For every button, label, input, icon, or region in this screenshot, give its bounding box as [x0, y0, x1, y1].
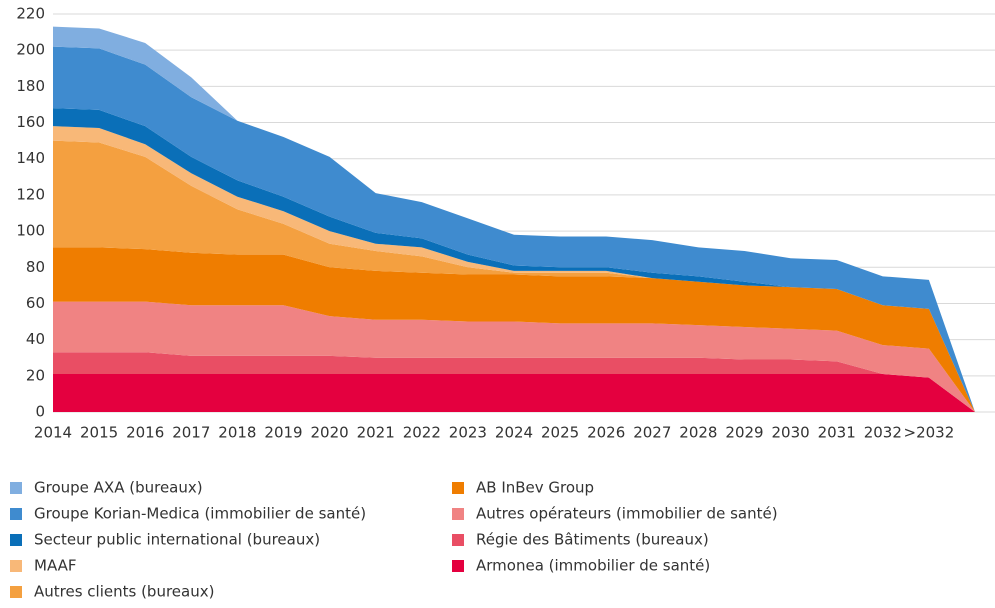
x-tick-label: 2017	[172, 424, 210, 442]
y-tick-label: 140	[16, 149, 45, 167]
x-tick-label: 2024	[495, 424, 533, 442]
legend-label: Groupe AXA (bureaux)	[34, 479, 203, 497]
legend-swatch	[452, 534, 464, 546]
area	[53, 352, 975, 412]
area	[53, 108, 975, 413]
legend-swatch	[10, 560, 22, 572]
x-tick-label: 2019	[264, 424, 302, 442]
x-tick-label: 2014	[34, 424, 72, 442]
x-tick-label: 2031	[818, 424, 856, 442]
legend-label: Armonea (immobilier de santé)	[476, 557, 710, 575]
y-tick-label: 180	[16, 77, 45, 95]
legend-label: Autres clients (bureaux)	[34, 583, 214, 601]
legend-swatch	[10, 482, 22, 494]
y-tick-label: 200	[16, 41, 45, 59]
x-tick-label: 2016	[126, 424, 164, 442]
y-tick-label: 220	[16, 5, 45, 23]
y-tick-label: 160	[16, 113, 45, 131]
legend-swatch	[10, 508, 22, 520]
x-tick-label: 2018	[218, 424, 256, 442]
x-tick-label: 2028	[679, 424, 717, 442]
legend-label: Autres opérateurs (immobilier de santé)	[476, 505, 778, 523]
area	[53, 301, 975, 412]
x-tick-label: 2027	[633, 424, 671, 442]
area	[53, 374, 975, 412]
legend-swatch	[452, 482, 464, 494]
y-tick-label: 60	[26, 294, 45, 312]
x-tick-label: 2022	[403, 424, 441, 442]
area	[53, 140, 975, 413]
x-tick-label: >2032	[904, 424, 955, 442]
x-tick-label: 2021	[357, 424, 395, 442]
y-tick-label: 40	[26, 330, 45, 348]
area	[53, 126, 975, 412]
x-tick-label: 2032	[864, 424, 902, 442]
legend-label: Groupe Korian-Medica (immobilier de sant…	[34, 505, 366, 523]
y-tick-label: 20	[26, 366, 45, 384]
x-tick-label: 2020	[311, 424, 349, 442]
x-tick-label: 2015	[80, 424, 118, 442]
x-tick-label: 2030	[772, 424, 810, 442]
legend-swatch	[452, 560, 464, 572]
x-tick-label: 2025	[541, 424, 579, 442]
x-tick-label: 2026	[587, 424, 625, 442]
y-tick-label: 120	[16, 185, 45, 203]
legend-label: Régie des Bâtiments (bureaux)	[476, 531, 709, 549]
legend-label: MAAF	[34, 557, 77, 575]
legend-swatch	[10, 534, 22, 546]
y-tick-label: 0	[35, 403, 45, 421]
area	[53, 247, 975, 412]
legend-label: Secteur public international (bureaux)	[34, 531, 320, 549]
y-tick-label: 100	[16, 222, 45, 240]
x-tick-label: 2023	[449, 424, 487, 442]
legend-swatch	[452, 508, 464, 520]
y-tick-label: 80	[26, 258, 45, 276]
x-tick-label: 2029	[725, 424, 763, 442]
legend-label: AB InBev Group	[476, 479, 594, 497]
area	[53, 46, 975, 413]
legend-swatch	[10, 586, 22, 598]
